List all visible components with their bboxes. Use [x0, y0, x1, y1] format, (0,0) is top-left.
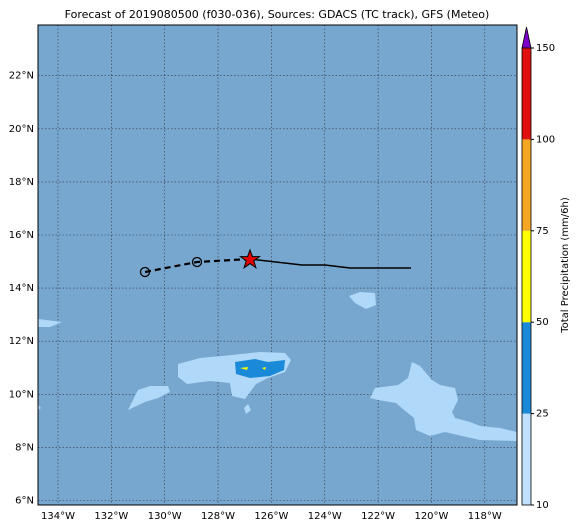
- current-position: [239, 248, 261, 269]
- colorbar-tick-label: 150: [536, 43, 555, 54]
- lon-label: 124°W: [308, 511, 342, 522]
- colorbar-tick-label: 100: [536, 134, 555, 145]
- lat-label: 8°N: [15, 442, 34, 453]
- precip-area: [370, 362, 517, 441]
- precip-area: [262, 367, 266, 370]
- lon-label: 126°W: [254, 511, 288, 522]
- colorbar-segment: [522, 139, 531, 231]
- precip-area: [38, 405, 41, 410]
- lon-label: 132°W: [94, 511, 128, 522]
- lat-label: 12°N: [9, 336, 34, 347]
- lat-label: 16°N: [9, 230, 34, 241]
- precip-area: [244, 404, 251, 414]
- colorbar-segment: [522, 413, 531, 505]
- track-forecast: [249, 258, 411, 269]
- lon-label: 122°W: [361, 511, 395, 522]
- precip-area: [240, 367, 248, 370]
- track-point: [191, 256, 203, 268]
- map-background: [38, 25, 517, 505]
- lon-label: 128°W: [201, 511, 235, 522]
- precip-area: [349, 292, 376, 309]
- lon-label: 130°W: [148, 511, 182, 522]
- lat-label: 18°N: [9, 177, 34, 188]
- lat-label: 22°N: [9, 71, 34, 82]
- colorbar-tick-label: 50: [536, 317, 549, 328]
- map: [37, 24, 518, 506]
- track-point: [139, 266, 151, 278]
- map-frame: [37, 24, 518, 506]
- colorbar-segment: [522, 48, 531, 140]
- colorbar-frame: [521, 47, 532, 506]
- colorbar-segment: [522, 230, 531, 323]
- colorbar-label: Total Precipitation (mm/6h): [560, 197, 571, 334]
- title: Forecast of 2019080500 (f030-036), Sourc…: [65, 8, 490, 21]
- colorbar-extend: [521, 26, 532, 49]
- lat-label: 6°N: [15, 496, 34, 507]
- lon-label: 134°W: [41, 511, 75, 522]
- lat-label: 20°N: [9, 124, 34, 135]
- lat-label: 14°N: [9, 283, 34, 294]
- colorbar-tick-label: 10: [536, 500, 549, 511]
- precip-area: [235, 359, 285, 378]
- lat-label: 10°N: [9, 389, 34, 400]
- lon-label: 118°W: [468, 511, 502, 522]
- precip-area: [38, 319, 62, 327]
- precip-area: [128, 386, 170, 410]
- track-forecast-past: [144, 257, 251, 274]
- colorbar: Total Precipitation (mm/6h): [521, 26, 571, 506]
- colorbar-tick-label: 75: [536, 226, 549, 237]
- colorbar-tick-label: 25: [536, 409, 549, 420]
- colorbar-segment: [522, 322, 531, 414]
- lon-label: 120°W: [414, 511, 448, 522]
